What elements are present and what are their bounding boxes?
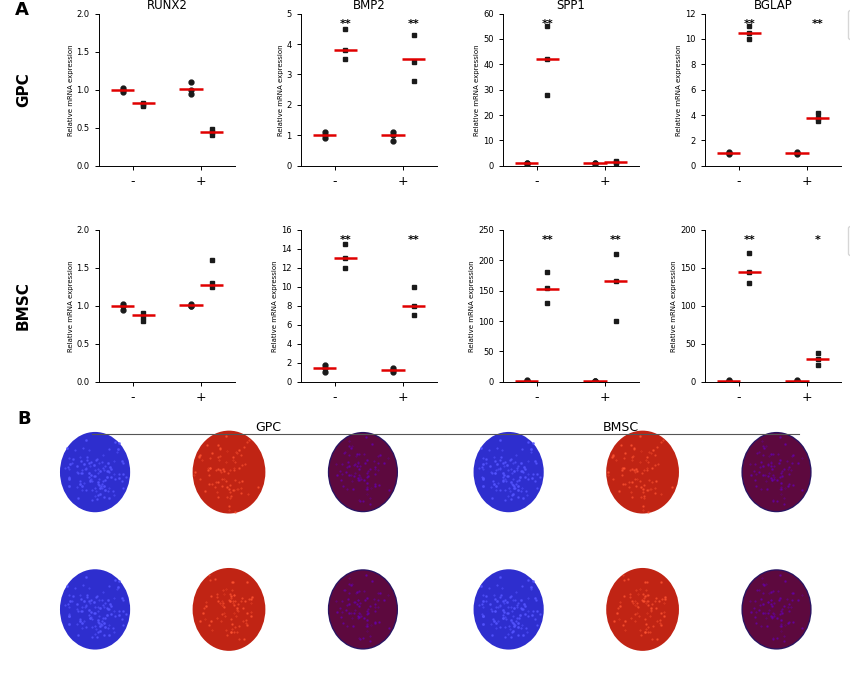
Ellipse shape [473, 432, 544, 512]
Text: Merge: Merge [813, 661, 837, 670]
Text: OCN: OCN [687, 661, 704, 670]
Text: **: ** [408, 235, 419, 245]
Y-axis label: Relative mRNA expression: Relative mRNA expression [474, 44, 480, 136]
Y-axis label: Relative mRNA expression: Relative mRNA expression [469, 260, 475, 351]
Text: BMP2: BMP2 [269, 524, 290, 533]
Text: Merge: Merge [813, 524, 837, 533]
Text: GPC: GPC [16, 72, 31, 107]
Text: **: ** [339, 235, 351, 245]
Text: DAPI: DAPI [139, 661, 156, 670]
Ellipse shape [328, 569, 398, 650]
Ellipse shape [473, 569, 544, 650]
Title: RUNX2: RUNX2 [147, 0, 188, 12]
Legend: 2D, 3D: 2D, 3D [848, 226, 850, 255]
Text: **: ** [812, 19, 824, 29]
Ellipse shape [743, 571, 810, 648]
Ellipse shape [60, 432, 130, 512]
Ellipse shape [329, 433, 397, 511]
Text: A: A [14, 1, 28, 20]
Ellipse shape [741, 569, 812, 650]
Y-axis label: Relative mRNA expression: Relative mRNA expression [677, 44, 683, 136]
Ellipse shape [193, 568, 265, 651]
Ellipse shape [743, 433, 810, 511]
Text: BMSC: BMSC [16, 281, 31, 330]
Title: BGLAP: BGLAP [754, 0, 792, 12]
Ellipse shape [741, 432, 812, 512]
Text: B: B [17, 410, 31, 428]
Text: DAPI: DAPI [552, 661, 570, 670]
Text: OCN: OCN [273, 661, 290, 670]
Y-axis label: Relative mRNA expression: Relative mRNA expression [278, 44, 284, 136]
Ellipse shape [606, 568, 679, 651]
Ellipse shape [60, 569, 130, 650]
Text: **: ** [541, 235, 553, 245]
Text: BMP2: BMP2 [683, 524, 704, 533]
Title: BMP2: BMP2 [353, 0, 386, 12]
Ellipse shape [606, 430, 679, 513]
Ellipse shape [328, 432, 398, 512]
Text: **: ** [541, 19, 553, 29]
Text: *: * [814, 235, 820, 245]
Text: **: ** [339, 19, 351, 29]
Text: BMSC: BMSC [603, 421, 638, 434]
Text: **: ** [609, 235, 621, 245]
Y-axis label: Relative mRNA expression: Relative mRNA expression [672, 260, 677, 351]
Text: **: ** [408, 19, 419, 29]
Y-axis label: Relative mRNA expression: Relative mRNA expression [68, 44, 74, 136]
Legend: 2D, 3D: 2D, 3D [848, 10, 850, 39]
Title: SPP1: SPP1 [557, 0, 586, 12]
Y-axis label: Relative mRNA expression: Relative mRNA expression [272, 260, 278, 351]
Ellipse shape [193, 430, 265, 513]
Text: **: ** [744, 19, 755, 29]
Y-axis label: Relative mRNA expression: Relative mRNA expression [68, 260, 74, 351]
Ellipse shape [329, 571, 397, 648]
Text: GPC: GPC [255, 421, 280, 434]
Text: DAPI: DAPI [139, 524, 156, 533]
Text: Merge: Merge [400, 661, 424, 670]
Text: DAPI: DAPI [552, 524, 570, 533]
Text: **: ** [744, 235, 755, 245]
Text: Merge: Merge [400, 524, 424, 533]
